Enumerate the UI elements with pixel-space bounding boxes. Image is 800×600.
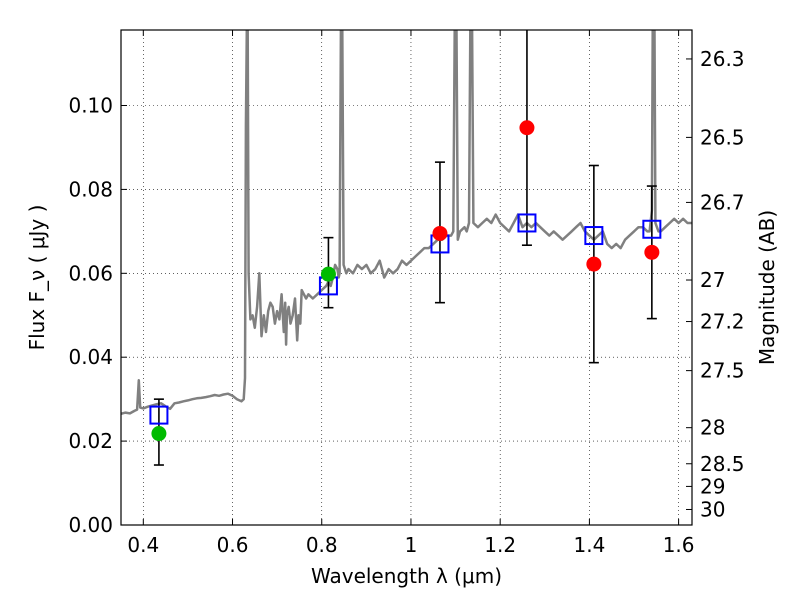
- x-tick-label: 0.4: [127, 533, 159, 557]
- red-data-point: [644, 244, 660, 260]
- y-tick-label: 0.04: [68, 345, 113, 369]
- right-tick-label: 26.7: [700, 190, 745, 214]
- red-data-point: [519, 120, 535, 136]
- plot-frame: [120, 29, 693, 526]
- y-tick-label: 0.00: [68, 513, 113, 537]
- x-tick-label: 1.6: [663, 533, 695, 557]
- right-tick-label: 26.3: [700, 47, 745, 71]
- y-tick-label: 0.06: [68, 261, 113, 285]
- grid-lines: [121, 30, 692, 526]
- model-square-marker: [517, 213, 537, 233]
- green-data-point: [151, 426, 167, 442]
- plot-area: [121, 30, 692, 466]
- y-tick-label: 0.08: [68, 177, 113, 201]
- x-tick-label: 1: [405, 533, 418, 557]
- x-tick-label: 0.6: [217, 533, 249, 557]
- x-axis-title: Wavelength λ (μm): [311, 564, 502, 588]
- x-tick-label: 1.2: [484, 533, 516, 557]
- right-tick-label: 28: [700, 416, 725, 440]
- plot-content: [121, 30, 692, 466]
- right-tick-label: 30: [700, 497, 725, 521]
- y-tick-label: 0.02: [68, 429, 113, 453]
- y-tick-label: 0.10: [68, 94, 113, 118]
- spectrum-line: [121, 30, 692, 416]
- right-tick-label: 29: [700, 474, 725, 498]
- model-square-marker: [149, 405, 169, 425]
- right-tick-label: 27.5: [700, 359, 745, 383]
- y-axis-title-right: Magnitude (AB): [755, 210, 779, 365]
- axis-ticks: 0.4 0.6 0.8 1 1.2 1.4 1.6 0.00 0.02 0.04 0.06 0.08 0…: [68, 30, 745, 557]
- right-tick-label: 26.5: [700, 125, 745, 149]
- right-tick-label: 27.2: [700, 310, 745, 334]
- green-data-point: [320, 266, 336, 282]
- x-tick-label: 0.8: [306, 533, 338, 557]
- y-axis-title-left: Flux F_ν ( μJy ): [25, 205, 49, 351]
- right-tick-label: 28.5: [700, 452, 745, 476]
- right-tick-label: 27: [700, 268, 725, 292]
- red-data-point: [586, 256, 602, 272]
- red-data-point: [432, 225, 448, 241]
- model-square-marker: [642, 219, 662, 239]
- x-tick-label: 1.4: [573, 533, 605, 557]
- model-square-marker: [584, 226, 604, 246]
